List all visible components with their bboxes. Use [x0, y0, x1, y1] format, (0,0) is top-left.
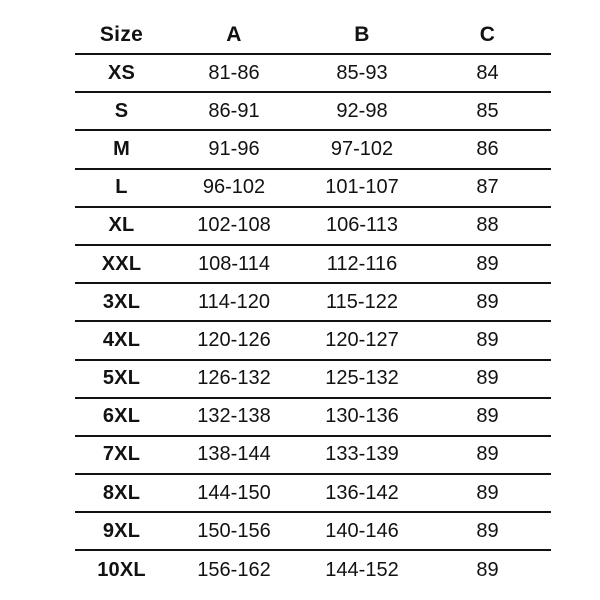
value-cell: 136-142	[300, 474, 424, 514]
value-cell: 130-136	[300, 397, 424, 437]
value-cell: 88	[424, 206, 551, 246]
size-cell: L	[75, 168, 168, 208]
size-cell: 8XL	[75, 474, 168, 514]
size-cell: 7XL	[75, 435, 168, 476]
value-cell: 89	[424, 359, 551, 399]
table-row: 4XL 120-126 120-127 89	[75, 321, 551, 361]
size-cell: 5XL	[75, 359, 168, 399]
value-cell: 89	[476, 558, 499, 581]
value-cell: 120-126	[168, 321, 300, 361]
value-cell: 132-138	[168, 397, 300, 437]
value-cell: 84	[424, 54, 551, 94]
value-cell: 150-156	[168, 512, 300, 552]
value-cell: 101-107	[300, 168, 424, 208]
column-header-b: B	[300, 16, 424, 55]
value-cell: 87	[424, 168, 551, 208]
table-row: 10XL 156-162 144-152 89	[75, 550, 551, 588]
value-cell: 89	[424, 244, 551, 285]
value-cell: 81-86	[168, 54, 300, 94]
size-cell: S	[75, 92, 168, 132]
column-header-a: A	[168, 16, 300, 55]
value-cell: 89	[424, 283, 551, 323]
size-chart-table: Size A B C XS 81-86 85-93 84 S 86-91 92-98 85 M 9…	[75, 16, 551, 589]
size-cell: 10XL	[97, 558, 146, 581]
value-cell: 125-132	[300, 359, 424, 399]
table-row: M 91-96 97-102 86	[75, 130, 551, 170]
column-header-c: C	[424, 16, 551, 55]
value-cell: 89	[424, 435, 551, 476]
size-cell: XXL	[75, 244, 168, 285]
value-cell: 108-114	[168, 244, 300, 285]
size-cell: XS	[75, 54, 168, 94]
value-cell: 144-152	[325, 558, 399, 581]
value-cell: 85	[424, 92, 551, 132]
value-cell: 86	[424, 130, 551, 170]
table-row: XS 81-86 85-93 84	[75, 54, 551, 94]
column-header-size: Size	[75, 16, 168, 55]
table-row: 8XL 144-150 136-142 89	[75, 474, 551, 514]
table-row: XL 102-108 106-113 88	[75, 206, 551, 246]
size-cell: 3XL	[75, 283, 168, 323]
size-cell: 9XL	[75, 512, 168, 552]
table-row: 3XL 114-120 115-122 89	[75, 283, 551, 323]
value-cell: 102-108	[168, 206, 300, 246]
table-row: S 86-91 92-98 85	[75, 92, 551, 132]
value-cell: 106-113	[300, 206, 424, 246]
value-cell: 115-122	[300, 283, 424, 323]
size-cell: M	[75, 130, 168, 170]
table-row: 9XL 150-156 140-146 89	[75, 512, 551, 552]
value-cell: 140-146	[300, 512, 424, 552]
value-cell: 92-98	[300, 92, 424, 132]
value-cell: 86-91	[168, 92, 300, 132]
value-cell: 91-96	[168, 130, 300, 170]
value-cell: 156-162	[197, 558, 271, 581]
header-row: Size A B C	[75, 16, 551, 55]
value-cell: 85-93	[300, 54, 424, 94]
value-cell: 138-144	[168, 435, 300, 476]
size-cell: 4XL	[75, 321, 168, 361]
value-cell: 120-127	[300, 321, 424, 361]
value-cell: 89	[424, 397, 551, 437]
value-cell: 112-116	[300, 244, 424, 285]
value-cell: 97-102	[300, 130, 424, 170]
value-cell: 89	[424, 474, 551, 514]
value-cell: 96-102	[168, 168, 300, 208]
value-cell: 144-150	[168, 474, 300, 514]
value-cell: 89	[424, 321, 551, 361]
value-cell: 126-132	[168, 359, 300, 399]
value-cell: 133-139	[300, 435, 424, 476]
size-cell: XL	[75, 206, 168, 246]
value-cell: 89	[424, 512, 551, 552]
table-row: 6XL 132-138 130-136 89	[75, 397, 551, 437]
table-row: 7XL 138-144 133-139 89	[75, 435, 551, 476]
size-cell: 6XL	[75, 397, 168, 437]
table-row: L 96-102 101-107 87	[75, 168, 551, 208]
table-row: 5XL 126-132 125-132 89	[75, 359, 551, 399]
table-row: XXL 108-114 112-116 89	[75, 244, 551, 285]
value-cell: 114-120	[168, 283, 300, 323]
